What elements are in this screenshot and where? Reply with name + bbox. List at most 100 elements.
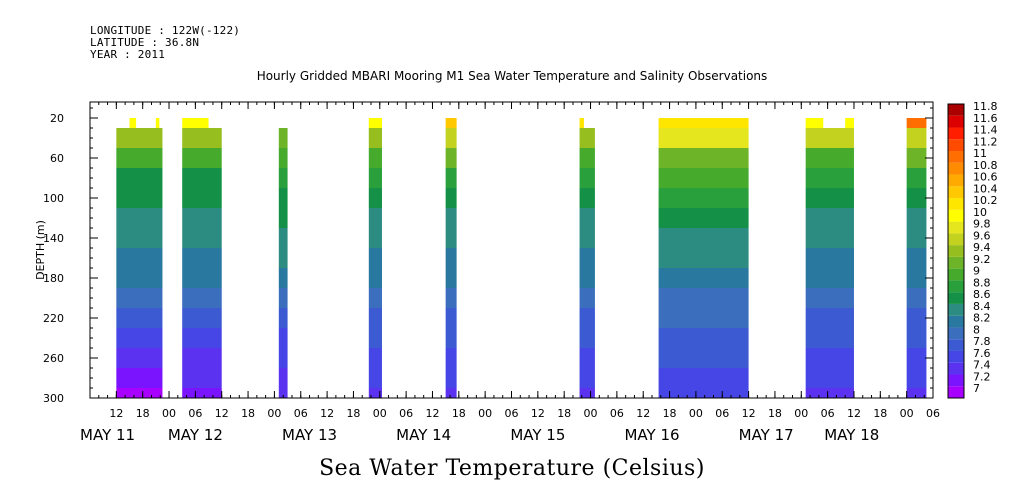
data-cell bbox=[805, 128, 854, 148]
data-cell bbox=[182, 248, 222, 268]
year-label: YEAR : 2011 bbox=[90, 48, 166, 61]
data-cell bbox=[579, 228, 595, 248]
data-segment bbox=[579, 118, 595, 398]
data-cell bbox=[906, 228, 927, 248]
data-cell bbox=[445, 188, 457, 208]
data-cell bbox=[445, 148, 457, 168]
data-cell bbox=[579, 388, 595, 398]
data-cell bbox=[658, 118, 749, 128]
x-tick-label: 06 bbox=[610, 407, 624, 420]
data-cell bbox=[116, 308, 163, 328]
data-cell bbox=[278, 128, 288, 148]
data-cell bbox=[445, 248, 457, 268]
colorbar-swatch bbox=[948, 280, 964, 293]
data-cell bbox=[805, 348, 854, 368]
data-segment bbox=[805, 118, 854, 398]
x-tick-label: 12 bbox=[636, 407, 650, 420]
data-cell bbox=[182, 118, 209, 128]
data-cell bbox=[805, 148, 854, 168]
colorbar-label: 7.4 bbox=[973, 359, 991, 372]
data-cell bbox=[368, 188, 382, 208]
data-cell bbox=[182, 388, 222, 398]
colorbar-swatch bbox=[948, 233, 964, 246]
colorbar-swatch bbox=[948, 104, 964, 116]
data-cell bbox=[278, 308, 288, 328]
colorbar-label: 9.2 bbox=[973, 253, 991, 266]
data-cell bbox=[906, 288, 927, 308]
data-cell bbox=[579, 368, 595, 388]
data-segment bbox=[445, 118, 457, 398]
data-cell bbox=[368, 328, 382, 348]
data-cell bbox=[906, 128, 927, 148]
data-cell bbox=[658, 268, 749, 288]
x-tick-label: 06 bbox=[926, 407, 940, 420]
data-cell bbox=[116, 328, 163, 348]
y-tick-label: 60 bbox=[50, 152, 64, 165]
data-cell bbox=[906, 368, 927, 388]
data-cell bbox=[579, 328, 595, 348]
colorbar-legend: 11.811.611.411.21110.810.610.410.2109.89… bbox=[947, 100, 998, 399]
y-tick-label: 260 bbox=[43, 352, 64, 365]
data-cell bbox=[368, 118, 382, 128]
data-cell bbox=[805, 308, 854, 328]
data-cell bbox=[805, 118, 824, 128]
x-tick-label: 12 bbox=[320, 407, 334, 420]
x-tick-label: 00 bbox=[584, 407, 598, 420]
data-cell bbox=[155, 118, 160, 128]
colorbar-swatch bbox=[948, 209, 964, 222]
data-cell bbox=[278, 148, 288, 168]
data-cell bbox=[116, 148, 163, 168]
data-cell bbox=[579, 168, 595, 188]
data-cell bbox=[579, 248, 595, 268]
colorbar-label: 11.6 bbox=[973, 112, 998, 125]
data-cell bbox=[278, 208, 288, 228]
x-tick-label: 06 bbox=[399, 407, 413, 420]
data-cell bbox=[445, 328, 457, 348]
data-cell bbox=[845, 118, 854, 128]
colorbar-swatch bbox=[948, 362, 964, 375]
x-tick-label: 00 bbox=[689, 407, 703, 420]
data-cell bbox=[368, 268, 382, 288]
data-cell bbox=[579, 288, 595, 308]
x-day-label: MAY 16 bbox=[624, 426, 679, 444]
colorbar-swatch bbox=[948, 174, 964, 187]
data-cell bbox=[579, 148, 595, 168]
data-cell bbox=[445, 168, 457, 188]
data-cell bbox=[278, 368, 288, 388]
data-cell bbox=[116, 288, 163, 308]
x-tick-label: 12 bbox=[215, 407, 229, 420]
data-cell bbox=[658, 288, 749, 308]
data-cell bbox=[182, 128, 222, 148]
data-cell bbox=[805, 248, 854, 268]
x-tick-label: 00 bbox=[162, 407, 176, 420]
data-cell bbox=[116, 208, 163, 228]
data-cell bbox=[579, 268, 595, 288]
data-cell bbox=[278, 328, 288, 348]
y-axis-label: DEPTH (m) bbox=[34, 220, 47, 280]
data-cell bbox=[906, 248, 927, 268]
data-cell bbox=[278, 348, 288, 368]
data-cell bbox=[116, 188, 163, 208]
data-cell bbox=[906, 308, 927, 328]
x-tick-label: 06 bbox=[505, 407, 519, 420]
axis-layer: 12 18 00 06 12 18 00 06 12 18 00 06 12 18 00 06 12 18 00 06… bbox=[43, 102, 940, 444]
x-tick-label: 18 bbox=[241, 407, 255, 420]
data-cell bbox=[278, 188, 288, 208]
x-tick-label: 12 bbox=[742, 407, 756, 420]
colorbar-swatch bbox=[948, 350, 964, 363]
x-tick-label: 18 bbox=[346, 407, 360, 420]
colorbar-swatch bbox=[948, 315, 964, 328]
data-cell bbox=[182, 208, 222, 228]
longitude-label: LONGITUDE : 122W(-122) bbox=[90, 24, 241, 37]
data-cell bbox=[116, 348, 163, 368]
x-tick-label: 06 bbox=[294, 407, 308, 420]
data-cell bbox=[445, 348, 457, 368]
colorbar-label: 9.8 bbox=[973, 218, 991, 231]
data-cell bbox=[658, 368, 749, 388]
data-cell bbox=[445, 118, 457, 128]
colorbar-label: 8.8 bbox=[973, 276, 991, 289]
data-cell bbox=[278, 268, 288, 288]
data-cell bbox=[658, 168, 749, 188]
colorbar-label: 7.2 bbox=[973, 370, 991, 383]
data-segment bbox=[906, 118, 927, 398]
